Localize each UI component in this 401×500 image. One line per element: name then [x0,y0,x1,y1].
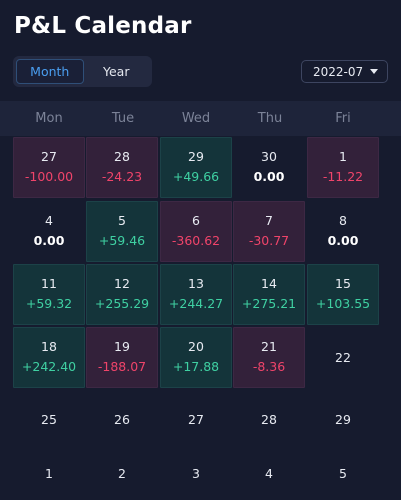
day-number: 27 [188,411,204,427]
day-number: 3 [192,465,200,481]
day-number: 12 [114,276,130,291]
day-number: 7 [265,213,273,228]
calendar-day[interactable]: 30 0.00 [233,137,305,198]
day-pnl: +275.21 [241,296,297,311]
day-number: 26 [114,411,130,427]
calendar-day[interactable]: 11 +59.32 [13,264,85,325]
day-pnl: +242.40 [21,359,77,374]
day-pnl: -8.36 [252,359,286,374]
day-number: 5 [339,465,347,481]
day-pnl: 0.00 [253,169,285,184]
day-pnl: +255.29 [94,296,150,311]
calendar-day[interactable]: 1 -11.22 [307,137,379,198]
day-pnl: +103.55 [315,296,371,311]
weekday-header: Mon Tue Wed Thu Fri [0,101,401,136]
calendar-day[interactable]: 5 [307,443,379,500]
day-number: 30 [261,149,277,164]
calendar-day[interactable]: 28 -24.23 [86,137,158,198]
day-number: 14 [261,276,277,291]
day-pnl: -100.00 [24,169,74,184]
day-pnl: +59.46 [98,233,146,248]
day-number: 4 [265,465,273,481]
day-number: 28 [261,411,277,427]
page-title: P&L Calendar [14,13,192,39]
calendar-day[interactable]: 12 +255.29 [86,264,158,325]
day-number: 19 [114,339,130,354]
day-number: 27 [41,149,57,164]
day-number: 13 [188,276,204,291]
calendar-day[interactable]: 8 0.00 [307,201,379,262]
day-number: 11 [41,276,57,291]
day-pnl: +17.88 [172,359,220,374]
day-number: 6 [192,213,200,228]
weekday-wed: Wed [181,111,211,126]
day-number: 20 [188,339,204,354]
day-number: 29 [335,411,351,427]
month-select-value: 2022-07 [313,64,364,79]
month-select[interactable]: 2022-07 [301,60,388,83]
calendar-day[interactable]: 20 +17.88 [160,327,232,388]
day-pnl: -188.07 [97,359,147,374]
weekday-tue: Tue [111,111,135,126]
calendar-day[interactable]: 29 +49.66 [160,137,232,198]
weekday-fri: Fri [335,111,351,126]
year-tab[interactable]: Year [103,64,130,79]
day-number: 4 [45,213,53,228]
day-number: 18 [41,339,57,354]
calendar-day[interactable]: 2 [86,443,158,500]
day-number: 28 [114,149,130,164]
day-number: 2 [118,465,126,481]
day-pnl: -24.23 [101,169,143,184]
day-number: 21 [261,339,277,354]
day-number: 8 [339,213,347,228]
calendar-day[interactable]: 4 0.00 [13,201,85,262]
calendar-day[interactable]: 14 +275.21 [233,264,305,325]
day-pnl: -30.77 [248,233,290,248]
day-pnl: 0.00 [327,233,359,248]
calendar-day[interactable]: 28 [233,389,305,450]
day-pnl: -360.62 [171,233,221,248]
day-number: 5 [118,213,126,228]
view-toggle: Month Year [13,56,152,87]
calendar-day[interactable]: 6 -360.62 [160,201,232,262]
calendar-day[interactable]: 27 [160,389,232,450]
calendar-day[interactable]: 18 +242.40 [13,327,85,388]
day-pnl: 0.00 [33,233,65,248]
calendar-day[interactable]: 27 -100.00 [13,137,85,198]
calendar-day[interactable]: 3 [160,443,232,500]
calendar-day[interactable]: 15 +103.55 [307,264,379,325]
calendar-day[interactable]: 4 [233,443,305,500]
month-tab[interactable]: Month [16,59,84,84]
day-number: 25 [41,411,57,427]
day-pnl: -11.22 [322,169,364,184]
caret-down-icon [370,69,378,74]
weekday-thu: Thu [257,111,283,126]
day-pnl: +59.32 [25,296,73,311]
calendar-day[interactable]: 29 [307,389,379,450]
calendar-day[interactable]: 25 [13,389,85,450]
day-number: 1 [339,149,347,164]
day-number: 1 [45,465,53,481]
calendar-day[interactable]: 26 [86,389,158,450]
calendar-day[interactable]: 19 -188.07 [86,327,158,388]
calendar-day[interactable]: 22 [307,327,379,388]
calendar-day[interactable]: 5 +59.46 [86,201,158,262]
weekday-mon: Mon [35,111,63,126]
day-number: 22 [335,349,351,365]
day-number: 29 [188,149,204,164]
day-pnl: +49.66 [172,169,220,184]
calendar-day[interactable]: 13 +244.27 [160,264,232,325]
calendar-day[interactable]: 1 [13,443,85,500]
day-number: 15 [335,276,351,291]
calendar-day[interactable]: 7 -30.77 [233,201,305,262]
day-pnl: +244.27 [168,296,224,311]
calendar-day[interactable]: 21 -8.36 [233,327,305,388]
